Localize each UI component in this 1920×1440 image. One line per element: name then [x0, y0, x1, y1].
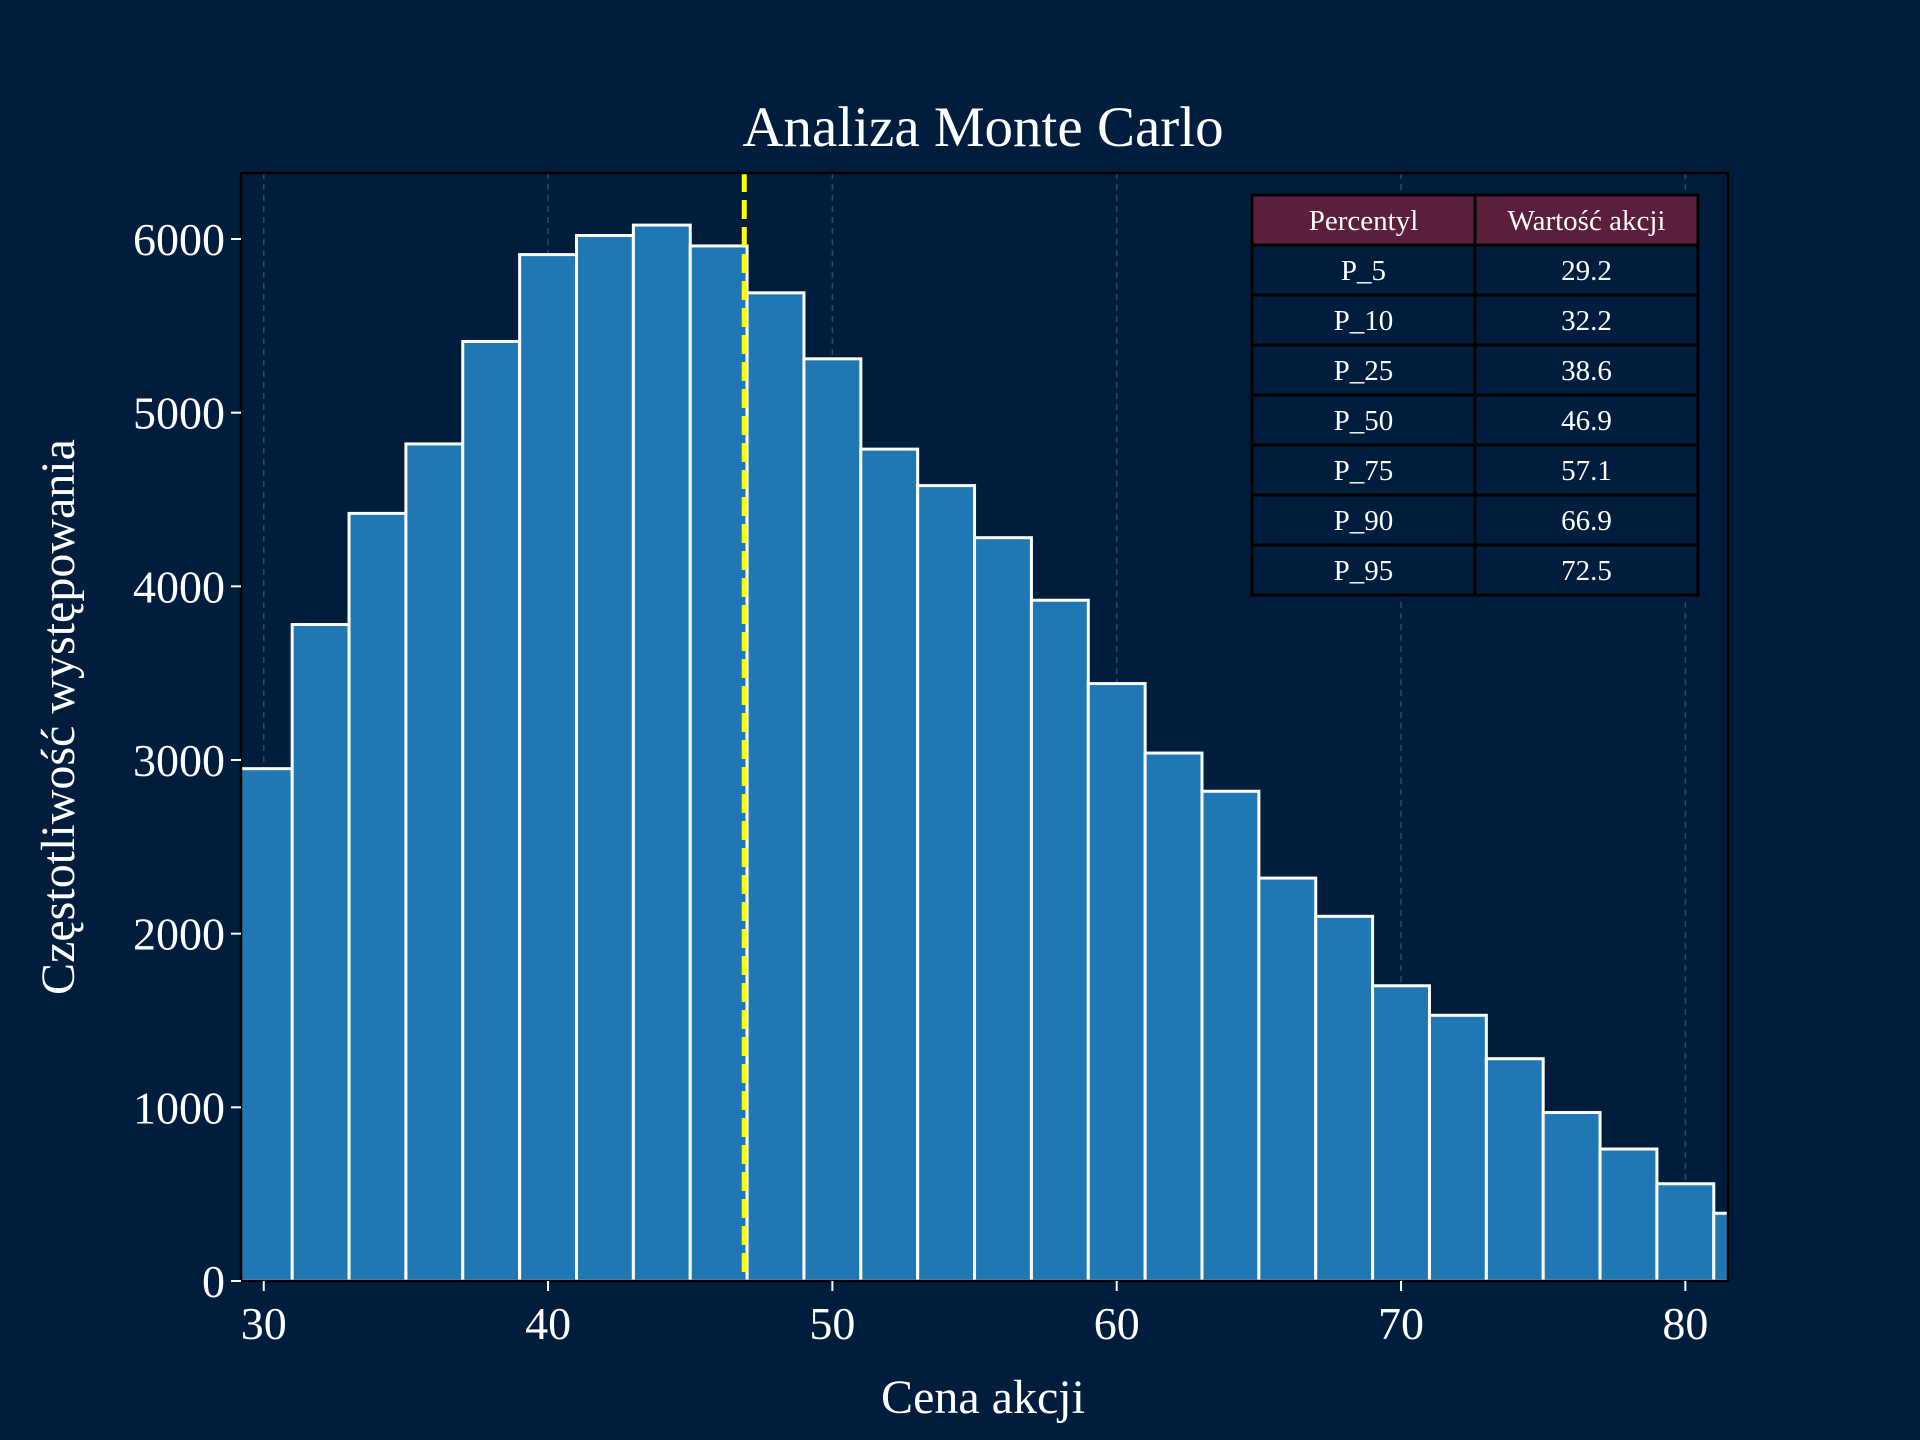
histogram-bar — [1143, 751, 1204, 1281]
table-cell-text: 29.2 — [1561, 255, 1612, 287]
histogram-bar — [404, 442, 465, 1281]
histogram-bar — [1086, 682, 1147, 1281]
y-tick-label: 0 — [202, 1256, 225, 1307]
table-cell-text: P_90 — [1334, 505, 1394, 537]
table-cell-text: P_95 — [1334, 555, 1394, 587]
table-cell-text: 57.1 — [1561, 455, 1612, 487]
table-cell-text: P_75 — [1334, 455, 1394, 487]
table-cell-text: P_50 — [1334, 405, 1394, 437]
y-tick-label: 1000 — [133, 1082, 225, 1133]
histogram-bar — [1427, 1013, 1488, 1281]
y-axis-ticks: 0 1000 2000 3000 4000 5000 6000 — [133, 214, 241, 1307]
histogram-bar — [802, 357, 863, 1281]
y-tick-label: 4000 — [133, 561, 225, 612]
x-tick-label: 30 — [241, 1298, 287, 1349]
histogram-bar — [461, 339, 522, 1281]
table-cell-text: P_10 — [1334, 305, 1394, 337]
y-tick-label: 3000 — [133, 735, 225, 786]
histogram-bar — [916, 484, 977, 1281]
histogram-bars — [241, 223, 1728, 1281]
histogram-bar — [1598, 1147, 1659, 1281]
table-header-text: Wartość akcji — [1508, 205, 1666, 237]
x-tick-label: 80 — [1662, 1298, 1708, 1349]
table-cell-text: 66.9 — [1561, 505, 1612, 537]
table-header-cell — [1473, 193, 1700, 247]
table-cell — [1473, 393, 1700, 447]
table-cell-text: 72.5 — [1561, 555, 1612, 587]
histogram-bar — [1541, 1111, 1602, 1281]
x-tick-label: 60 — [1094, 1298, 1140, 1349]
histogram-bar — [1029, 598, 1090, 1281]
chart-title: Analiza Monte Carlo — [742, 96, 1223, 159]
histogram-bar — [1314, 914, 1375, 1281]
table-cell — [1473, 543, 1700, 597]
histogram-bar — [574, 234, 635, 1281]
plot-frame — [239, 171, 1730, 1283]
histogram-bar — [631, 223, 692, 1281]
x-axis-ticks: 30 40 50 60 70 80 — [241, 1281, 1708, 1349]
histogram-bar — [1200, 789, 1261, 1281]
histogram-bar — [290, 623, 351, 1281]
table-cell-text: 46.9 — [1561, 405, 1612, 437]
table-header-text: Percentyl — [1309, 205, 1419, 237]
histogram-bar — [1655, 1182, 1716, 1281]
histogram-bar — [1712, 1211, 1728, 1281]
histogram-bar — [688, 244, 749, 1281]
histogram-bar — [1257, 876, 1318, 1281]
histogram-bar — [745, 291, 806, 1281]
x-axis-label: Cena akcji — [881, 1371, 1085, 1424]
y-tick-label: 6000 — [133, 214, 225, 265]
table-cell-text: 32.2 — [1561, 305, 1612, 337]
y-axis-label: Częstotliwość występowania — [32, 439, 85, 995]
histogram-bar — [973, 536, 1033, 1281]
table-cell-text: 38.6 — [1561, 355, 1612, 387]
y-tick-label: 2000 — [133, 909, 225, 960]
table-cell-text: P_5 — [1341, 255, 1386, 287]
x-tick-label: 50 — [809, 1298, 855, 1349]
table-cell-text: P_25 — [1334, 355, 1394, 387]
table-cell — [1250, 443, 1477, 497]
histogram-bar — [1484, 1057, 1545, 1281]
histogram-bar — [241, 767, 294, 1281]
histogram-bar — [859, 447, 920, 1281]
table-cell — [1473, 493, 1700, 547]
percentile-table: Percentyl Wartość akcji P_5 29.2 P_10 32.2 P_2… — [1250, 193, 1700, 597]
y-tick-label: 5000 — [133, 388, 225, 439]
histogram-bar — [1371, 984, 1431, 1281]
histogram-bar — [518, 253, 578, 1281]
x-tick-label: 40 — [525, 1298, 571, 1349]
table-cell — [1250, 393, 1477, 447]
table-cell — [1250, 543, 1477, 597]
x-tick-label: 70 — [1378, 1298, 1424, 1349]
histogram-bar — [347, 511, 408, 1281]
